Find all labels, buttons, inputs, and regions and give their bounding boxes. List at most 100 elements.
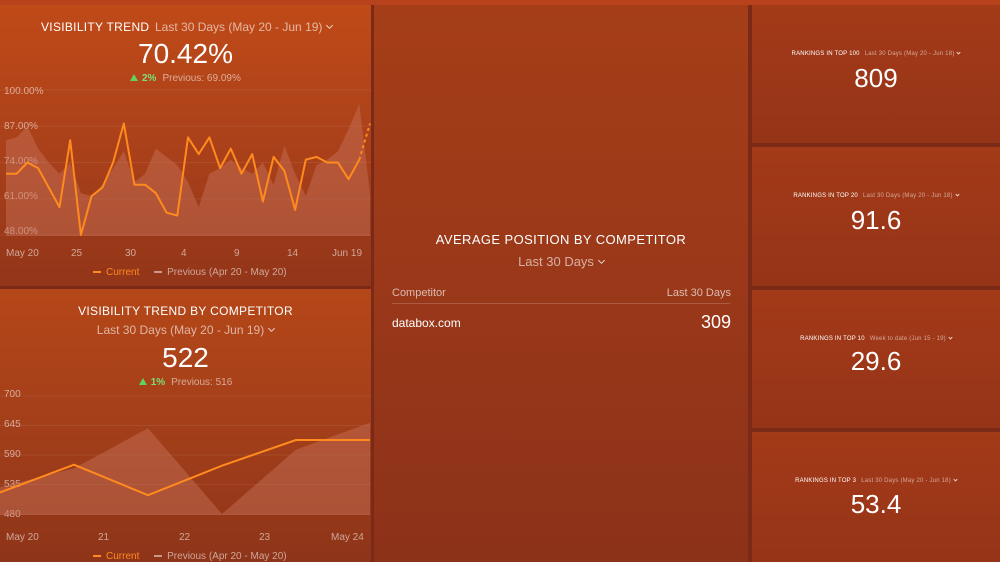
competitor-name-cell: databox.com xyxy=(392,316,461,330)
data-point[interactable] xyxy=(314,155,318,159)
data-point[interactable] xyxy=(336,161,340,165)
data-point[interactable] xyxy=(368,121,371,125)
current-series-line xyxy=(0,439,370,497)
kpi-range-dropdown[interactable]: Last 30 Days (May 20 - Jun 18) xyxy=(861,477,958,484)
data-point[interactable] xyxy=(220,464,224,468)
data-point[interactable] xyxy=(240,172,244,176)
y-tick-label: 535 xyxy=(4,479,21,490)
visibility-trend-chart[interactable] xyxy=(0,89,371,236)
data-point[interactable] xyxy=(218,166,222,170)
data-point[interactable] xyxy=(304,158,308,162)
visibility-trend-widget[interactable]: VISIBILITY TREND Last 30 Days (May 20 - … xyxy=(0,5,371,286)
x-tick-label: May 20 xyxy=(6,248,39,259)
chart-legend: Current Previous (Apr 20 - May 20) xyxy=(93,551,287,562)
date-range-dropdown[interactable]: Last 30 Days xyxy=(374,254,748,269)
kpi-title: RANKINGS IN TOP 20 xyxy=(793,193,858,199)
delta-value: 2% xyxy=(142,73,157,84)
data-point[interactable] xyxy=(132,183,136,187)
data-point[interactable] xyxy=(229,147,233,151)
data-point[interactable] xyxy=(261,200,265,204)
previous-period-area xyxy=(6,103,370,236)
data-point[interactable] xyxy=(294,438,298,442)
kpi-rankings-top-3[interactable]: RANKINGS IN TOP 3 Last 30 Days (May 20 - … xyxy=(752,432,1000,562)
data-point[interactable] xyxy=(165,211,169,215)
data-point[interactable] xyxy=(197,152,201,156)
data-point[interactable] xyxy=(47,186,51,190)
data-point[interactable] xyxy=(250,152,254,156)
kpi-rankings-top-10[interactable]: RANKINGS IN TOP 10 Week to date (Jun 15 -… xyxy=(752,290,1000,428)
y-tick-label: 700 xyxy=(4,389,21,400)
y-tick-label: 480 xyxy=(4,509,21,520)
data-point[interactable] xyxy=(325,161,329,165)
kpi-title: RANKINGS IN TOP 100 xyxy=(791,51,860,57)
kpi-value: 809 xyxy=(854,63,898,93)
date-range-label: Last 30 Days (May 20 - Jun 19) xyxy=(155,20,323,34)
data-point[interactable] xyxy=(122,121,126,125)
top-accent-bar xyxy=(0,0,1000,5)
chevron-down-icon xyxy=(955,192,960,197)
legend-current-label: Current xyxy=(106,551,140,562)
legend-line-icon xyxy=(93,555,101,558)
competitor-trend-chart[interactable] xyxy=(0,395,371,515)
table-divider xyxy=(392,303,730,304)
data-point[interactable] xyxy=(272,155,276,159)
previous-value: Previous: 69.09% xyxy=(162,73,241,84)
legend-current: Current xyxy=(93,551,139,562)
data-point[interactable] xyxy=(347,177,351,181)
x-tick-label: 14 xyxy=(287,248,299,259)
y-tick-label: 74.00% xyxy=(4,156,38,167)
kpi-value: 53.4 xyxy=(850,489,902,519)
data-point[interactable] xyxy=(4,172,8,176)
kpi-range-label: Week to date (Jun 15 - 19) xyxy=(869,336,946,342)
data-point[interactable] xyxy=(111,161,115,165)
data-point[interactable] xyxy=(146,493,150,497)
kpi-range-label: Last 30 Days (May 20 - Jun 18) xyxy=(861,478,951,484)
data-point[interactable] xyxy=(207,135,211,139)
data-point[interactable] xyxy=(293,208,297,212)
arrow-up-icon xyxy=(138,378,147,385)
date-range-dropdown[interactable]: Last 30 Days (May 20 - Jun 19) xyxy=(155,20,334,34)
kpi-range-dropdown[interactable]: Week to date (Jun 15 - 19) xyxy=(869,335,953,342)
comparison-row: 1% Previous: 516 xyxy=(0,377,371,388)
average-position-widget[interactable]: AVERAGE POSITION BY COMPETITOR Last 30 D… xyxy=(374,5,748,562)
legend-current-label: Current xyxy=(106,267,140,278)
chevron-down-icon xyxy=(953,477,958,482)
kpi-rankings-top-20[interactable]: RANKINGS IN TOP 20 Last 30 Days (May 20 -… xyxy=(752,147,1000,286)
y-tick-label: 61.00% xyxy=(4,191,38,202)
kpi-title: RANKINGS IN TOP 3 xyxy=(795,478,857,484)
data-point[interactable] xyxy=(58,205,62,209)
data-point[interactable] xyxy=(68,138,72,142)
column-header-value: Last 30 Days xyxy=(666,287,731,299)
data-point[interactable] xyxy=(175,213,179,217)
legend-previous-label: Previous (Apr 20 - May 20) xyxy=(167,551,287,562)
data-point[interactable] xyxy=(90,194,94,198)
y-tick-label: 590 xyxy=(4,449,21,460)
date-range-dropdown[interactable]: Last 30 Days (May 20 - Jun 19) xyxy=(0,323,371,337)
data-point[interactable] xyxy=(154,191,158,195)
y-tick-label: 100.00% xyxy=(4,86,44,97)
data-point[interactable] xyxy=(36,166,40,170)
data-point[interactable] xyxy=(15,172,19,176)
y-tick-label: 645 xyxy=(4,419,21,430)
x-tick-label: Jun 19 xyxy=(332,248,363,259)
widget-title: VISIBILITY TREND xyxy=(41,20,150,34)
y-tick-label: 87.00% xyxy=(4,121,38,132)
data-point[interactable] xyxy=(100,186,104,190)
legend-line-icon xyxy=(154,271,163,274)
data-point[interactable] xyxy=(143,183,147,187)
data-point[interactable] xyxy=(186,135,190,139)
data-point[interactable] xyxy=(282,169,286,173)
data-point[interactable] xyxy=(72,463,76,467)
legend-previous: Previous (Apr 20 - May 20) xyxy=(154,551,287,562)
kpi-title-row: RANKINGS IN TOP 100 Last 30 Days (May 20 … xyxy=(752,50,1000,57)
visibility-trend-by-competitor-widget[interactable]: VISIBILITY TREND BY COMPETITOR Last 30 D… xyxy=(0,289,371,562)
kpi-value: 29.6 xyxy=(850,346,902,376)
kpi-range-dropdown[interactable]: Last 30 Days (May 20 - Jun 18) xyxy=(863,192,960,199)
data-point[interactable] xyxy=(25,161,29,165)
data-point[interactable] xyxy=(357,158,361,162)
chart-legend: Current Previous (Apr 20 - May 20) xyxy=(93,267,287,278)
arrow-up-icon xyxy=(130,74,138,81)
legend-previous: Previous (Apr 20 - May 20) xyxy=(154,267,287,278)
kpi-range-dropdown[interactable]: Last 30 Days (May 20 - Jun 18) xyxy=(865,50,962,57)
kpi-rankings-top-100[interactable]: RANKINGS IN TOP 100 Last 30 Days (May 20 … xyxy=(752,5,1000,143)
